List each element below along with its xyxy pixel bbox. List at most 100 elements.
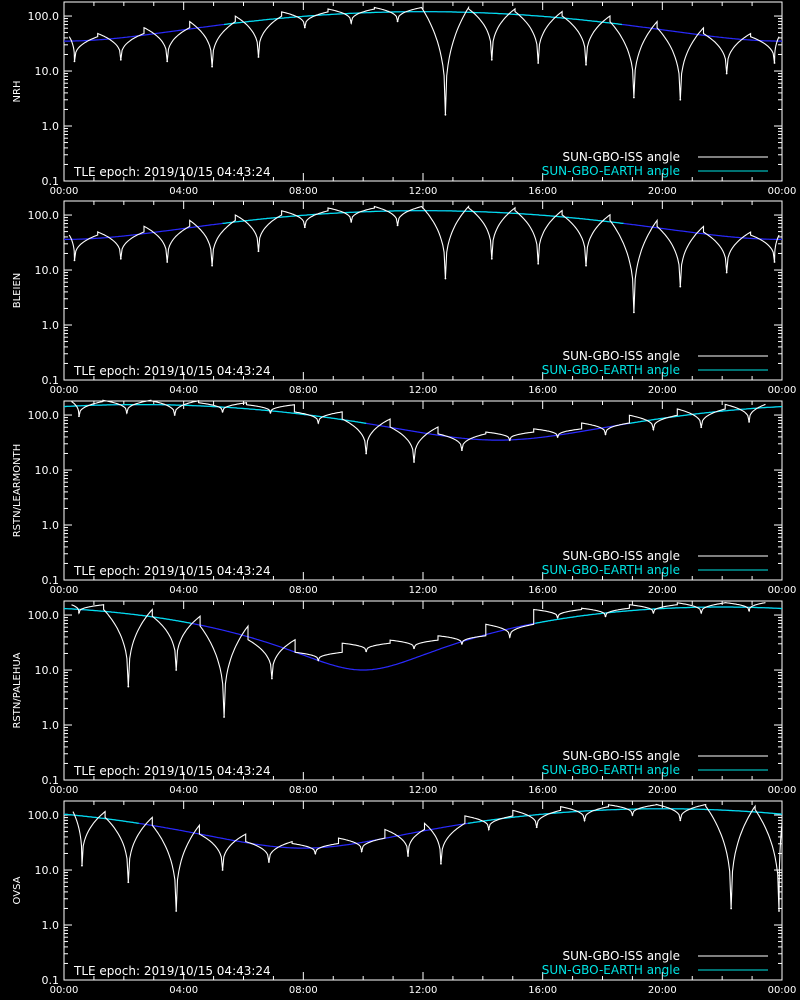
y-tick-label: 1.0: [42, 919, 60, 932]
x-tick-label: 00:00: [50, 785, 79, 796]
iss-minimum-point: [173, 414, 176, 416]
earth-angle-series: [63, 808, 783, 849]
iss-angle-series: [68, 5, 780, 115]
earth-angle-series-highlight: [222, 210, 624, 224]
y-tick-label: 100.0: [28, 209, 60, 222]
iss-minimum-point: [556, 616, 559, 619]
y-tick-label: 0.1: [42, 774, 60, 787]
iss-minimum-point: [730, 907, 733, 910]
earth-angle-series-highlight: [63, 607, 192, 624]
earth-angle-series-highlight: [63, 404, 367, 424]
earth-angle-series: [63, 606, 782, 671]
iss-minimum-point: [652, 611, 655, 614]
iss-minimum-point: [211, 264, 213, 267]
y-tick-label: 10.0: [35, 65, 60, 78]
panel-bleien: 0.1 1.0 10.0 100.0 00:00 04:00 08:00 12:00 16:00…: [12, 200, 796, 396]
iss-minimum-point: [396, 20, 399, 23]
legend-label: SUN-GBO-ISS angle: [563, 150, 680, 164]
iss-minimum-point: [271, 677, 273, 680]
x-tick-label: 16:00: [528, 985, 557, 996]
iss-minimum-point: [444, 113, 447, 116]
iss-minimum-point: [365, 650, 368, 653]
y-tick-label: 1.0: [42, 719, 60, 732]
iss-minimum-point: [700, 611, 703, 614]
iss-minimum-point: [700, 426, 703, 429]
earth-angle-series-highlight: [629, 406, 782, 424]
x-tick-label: 08:00: [289, 186, 318, 197]
iss-minimum-point: [460, 449, 463, 452]
iss-minimum-point: [211, 65, 213, 68]
x-tick-label: 00:00: [50, 186, 79, 197]
iss-minimum-point: [396, 224, 399, 227]
iss-minimum-point: [221, 869, 224, 871]
iss-minimum-point: [119, 58, 122, 61]
iss-minimum-point: [508, 439, 511, 442]
iss-minimum-point: [679, 285, 682, 288]
iss-minimum-point: [773, 62, 776, 64]
x-tick-label: 00:00: [50, 385, 79, 396]
x-tick-label: 04:00: [169, 186, 198, 197]
y-tick-label: 1.0: [42, 319, 60, 332]
iss-minimum-point: [725, 271, 728, 274]
tle-epoch-annotation: TLE epoch: 2019/10/15 04:43:24: [73, 165, 271, 179]
x-tick-label: 04:00: [169, 385, 198, 396]
iss-minimum-point: [269, 411, 272, 414]
iss-minimum-point: [221, 410, 224, 413]
y-tick-label: 0.1: [42, 974, 60, 987]
iss-minimum-point: [125, 411, 128, 414]
iss-minimum-point: [583, 819, 586, 822]
iss-minimum-point: [460, 642, 463, 645]
tle-epoch-annotation: TLE epoch: 2019/10/15 04:43:24: [73, 364, 271, 378]
iss-angle-series: [68, 205, 780, 313]
y-tick-label: 0.1: [42, 175, 60, 188]
y-tick-label: 0.1: [42, 574, 60, 587]
x-tick-label: 20:00: [648, 985, 677, 996]
y-tick-label: 1.0: [42, 519, 60, 532]
iss-minimum-point: [78, 415, 80, 418]
earth-angle-series: [63, 404, 782, 441]
panel-rstn-palehua: 0.1 1.0 10.0 100.0 00:00 04:00 08:00 12:00 16:00…: [12, 600, 796, 796]
legend-label: SUN-GBO-ISS angle: [563, 349, 680, 363]
x-tick-label: 00:00: [768, 985, 797, 996]
y-axis-label: BLEIEN: [12, 273, 23, 309]
x-tick-label: 12:00: [409, 785, 438, 796]
x-tick-label: 04:00: [169, 585, 198, 596]
y-tick-label: 1.0: [42, 120, 60, 133]
y-tick-label: 0.1: [42, 374, 60, 387]
x-tick-label: 04:00: [169, 985, 198, 996]
legend-label: SUN-GBO-ISS angle: [563, 749, 680, 763]
iss-minimum-point: [81, 864, 83, 867]
iss-minimum-point: [773, 261, 776, 263]
iss-minimum-point: [365, 452, 368, 455]
x-tick-label: 16:00: [528, 385, 557, 396]
iss-minimum-point: [748, 609, 750, 612]
tle-epoch-annotation: TLE epoch: 2019/10/15 04:43:24: [73, 564, 271, 578]
y-tick-label: 10.0: [35, 664, 60, 677]
iss-minimum-point: [537, 262, 540, 265]
iss-minimum-point: [537, 62, 540, 64]
iss-minimum-point: [490, 58, 493, 61]
tle-epoch-annotation: TLE epoch: 2019/10/15 04:43:24: [73, 764, 271, 778]
iss-minimum-point: [604, 615, 607, 618]
x-tick-label: 08:00: [289, 385, 318, 396]
iss-minimum-point: [73, 60, 76, 63]
x-tick-label: 12:00: [409, 186, 438, 197]
iss-minimum-point: [127, 685, 130, 688]
y-tick-label: 100.0: [28, 609, 60, 622]
x-tick-label: 12:00: [409, 985, 438, 996]
iss-minimum-point: [119, 257, 122, 260]
x-tick-label: 12:00: [409, 585, 438, 596]
iss-minimum-point: [166, 60, 169, 63]
iss-minimum-point: [778, 910, 780, 912]
legend-label: SUN-GBO-ISS angle: [563, 549, 680, 563]
x-tick-label: 20:00: [648, 785, 677, 796]
iss-minimum-point: [725, 72, 728, 75]
earth-angle-series: [64, 11, 782, 42]
iss-minimum-point: [303, 26, 306, 29]
iss-angle-series: [72, 803, 783, 912]
iss-minimum-point: [585, 63, 587, 66]
iss-minimum-point: [257, 56, 260, 58]
iss-minimum-point: [350, 22, 353, 24]
iss-angle-series: [71, 399, 766, 463]
y-tick-label: 10.0: [35, 464, 60, 477]
